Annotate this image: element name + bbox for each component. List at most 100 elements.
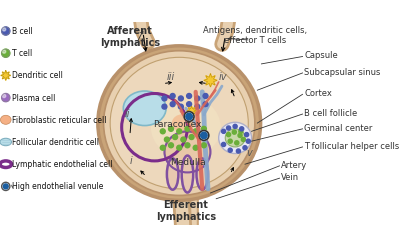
Text: Dendritic cell: Dendritic cell — [12, 71, 63, 80]
Text: Antigens, dendritic cells,
effector T cells: Antigens, dendritic cells, effector T ce… — [203, 26, 307, 45]
Circle shape — [170, 102, 175, 107]
Text: Capsule: Capsule — [304, 51, 338, 60]
Circle shape — [2, 49, 10, 57]
Circle shape — [2, 27, 10, 35]
Circle shape — [2, 28, 6, 31]
Circle shape — [243, 146, 247, 150]
Circle shape — [170, 94, 175, 98]
Circle shape — [226, 126, 231, 130]
Ellipse shape — [167, 158, 178, 190]
Circle shape — [2, 50, 6, 53]
Circle shape — [3, 184, 8, 189]
Circle shape — [160, 129, 165, 134]
Text: B cell follicle: B cell follicle — [304, 109, 358, 118]
Circle shape — [233, 124, 237, 128]
Circle shape — [228, 148, 232, 152]
Circle shape — [173, 135, 178, 140]
Circle shape — [235, 141, 239, 145]
Circle shape — [162, 104, 167, 109]
Ellipse shape — [219, 122, 252, 153]
Circle shape — [178, 104, 183, 109]
Ellipse shape — [225, 129, 245, 147]
Circle shape — [203, 94, 208, 98]
Polygon shape — [204, 74, 217, 87]
Ellipse shape — [98, 46, 261, 200]
Text: Lymphatic endothelial cell: Lymphatic endothelial cell — [12, 160, 113, 169]
Circle shape — [222, 129, 226, 133]
Text: B cell: B cell — [12, 27, 33, 36]
Circle shape — [228, 139, 232, 143]
Circle shape — [177, 145, 182, 150]
Ellipse shape — [104, 51, 255, 195]
Text: Paracortex: Paracortex — [153, 120, 202, 129]
Circle shape — [181, 137, 186, 142]
Circle shape — [222, 143, 226, 146]
Text: Follicular dendritic cell: Follicular dendritic cell — [12, 138, 99, 147]
Text: i: i — [130, 156, 133, 166]
Circle shape — [2, 94, 10, 102]
Text: Vein: Vein — [281, 173, 299, 182]
Text: Fibroblastic reticular cell: Fibroblastic reticular cell — [12, 116, 107, 125]
Circle shape — [185, 126, 190, 131]
Ellipse shape — [110, 57, 248, 189]
Circle shape — [203, 102, 208, 107]
Circle shape — [177, 129, 182, 134]
Circle shape — [168, 143, 174, 148]
Text: iv: iv — [219, 72, 227, 82]
Text: v: v — [247, 148, 252, 158]
Circle shape — [187, 94, 192, 98]
Circle shape — [164, 137, 169, 142]
Circle shape — [241, 138, 246, 142]
Circle shape — [232, 130, 236, 134]
Text: Afferent
lymphatics: Afferent lymphatics — [100, 26, 160, 48]
Circle shape — [2, 182, 10, 190]
Text: Artery: Artery — [281, 161, 308, 169]
Circle shape — [185, 143, 190, 148]
Ellipse shape — [151, 96, 221, 158]
Text: Plasma cell: Plasma cell — [12, 94, 56, 103]
Text: iii: iii — [167, 72, 175, 82]
Circle shape — [178, 96, 183, 101]
Text: ii: ii — [125, 108, 130, 119]
Circle shape — [160, 145, 165, 150]
Circle shape — [187, 102, 192, 107]
Ellipse shape — [123, 91, 166, 125]
Circle shape — [168, 126, 174, 131]
Ellipse shape — [182, 156, 193, 193]
Circle shape — [184, 112, 194, 122]
Circle shape — [189, 135, 194, 140]
Circle shape — [186, 113, 192, 120]
Circle shape — [202, 143, 206, 148]
Text: Medulla: Medulla — [170, 158, 205, 167]
Circle shape — [195, 96, 200, 101]
Circle shape — [202, 126, 206, 131]
Polygon shape — [1, 70, 11, 80]
Circle shape — [244, 133, 249, 137]
Circle shape — [199, 130, 209, 140]
Text: T follicular helper cells: T follicular helper cells — [304, 142, 400, 151]
Circle shape — [193, 145, 198, 150]
Text: T cell: T cell — [12, 49, 32, 58]
Circle shape — [195, 104, 200, 109]
Circle shape — [236, 149, 240, 153]
Circle shape — [200, 132, 207, 139]
Circle shape — [193, 129, 198, 134]
Ellipse shape — [196, 158, 208, 190]
Ellipse shape — [172, 114, 195, 132]
Circle shape — [162, 96, 167, 101]
Circle shape — [240, 127, 244, 131]
Ellipse shape — [0, 115, 11, 124]
Ellipse shape — [0, 138, 12, 146]
Ellipse shape — [165, 132, 210, 172]
Circle shape — [2, 94, 6, 98]
Polygon shape — [187, 106, 196, 115]
Circle shape — [246, 139, 250, 143]
Text: Subcapsular sinus: Subcapsular sinus — [304, 68, 380, 77]
Circle shape — [226, 133, 231, 137]
Circle shape — [239, 129, 243, 133]
Circle shape — [238, 133, 242, 138]
Text: Germinal center: Germinal center — [304, 124, 372, 133]
Text: Efferent
lymphatics: Efferent lymphatics — [156, 200, 216, 222]
Text: Cortex: Cortex — [304, 89, 332, 98]
Text: High endothelial venule: High endothelial venule — [12, 182, 104, 191]
